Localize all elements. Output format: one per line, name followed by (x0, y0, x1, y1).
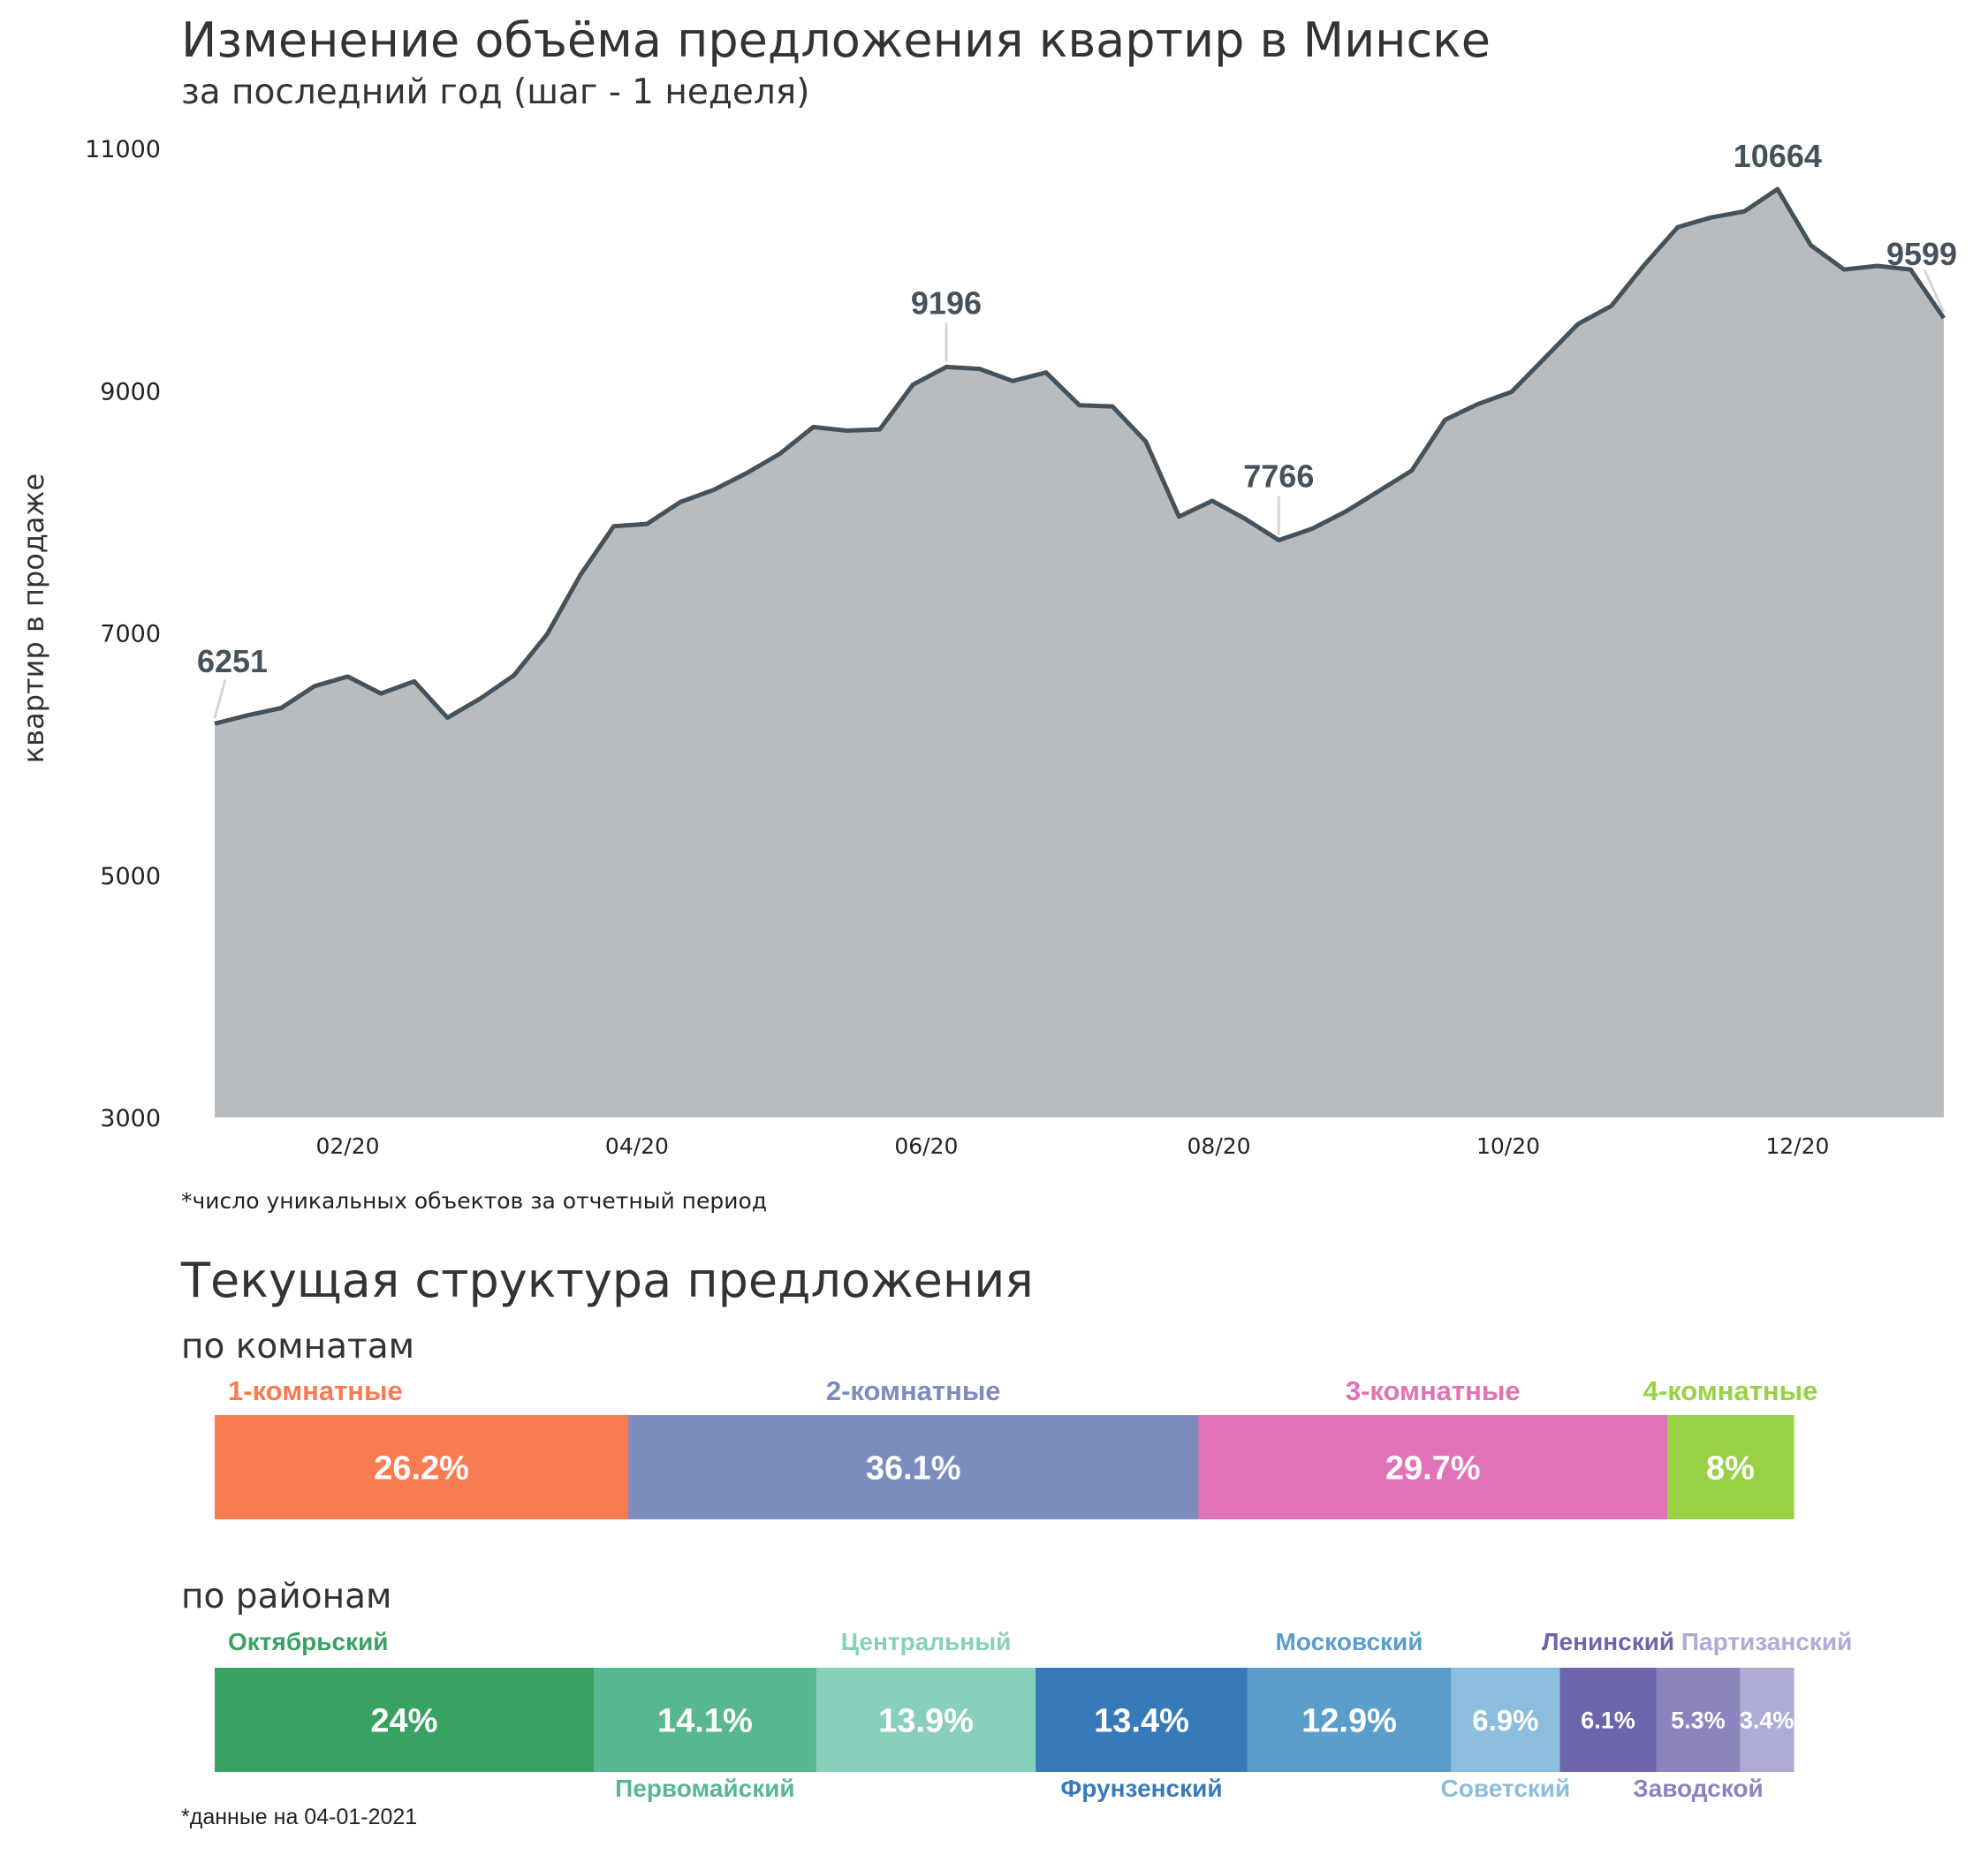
segment-name-label: Первомайский (615, 1775, 795, 1802)
segment-value-label: 24% (370, 1703, 437, 1740)
segment-value-label: 6.1% (1581, 1707, 1635, 1734)
bar-segment (1740, 1668, 1795, 1772)
x-tick-label: 08/20 (1187, 1133, 1251, 1159)
annotation-label: 6251 (197, 643, 268, 679)
y-tick-label: 7000 (100, 621, 161, 648)
bar-segment (1451, 1668, 1561, 1772)
rooms-title: по комнатам (181, 1327, 415, 1367)
y-tick-label: 11000 (85, 136, 161, 163)
y-tick-label: 3000 (100, 1105, 161, 1132)
y-tick-label: 9000 (100, 378, 161, 405)
bar-segment (593, 1668, 817, 1772)
annotation-label: 10664 (1734, 138, 1822, 174)
segment-value-label: 8% (1706, 1450, 1755, 1488)
bar-segment (628, 1415, 1199, 1519)
segment-value-label: 13.4% (1094, 1703, 1189, 1740)
bar-segment (816, 1668, 1036, 1772)
bar-segment (215, 1668, 595, 1772)
segment-name-label: Фрунзенский (1060, 1775, 1222, 1802)
x-tick-label: 02/20 (316, 1133, 380, 1159)
x-tick-label: 04/20 (605, 1133, 669, 1159)
bar-segment (1559, 1668, 1658, 1772)
chart-subtitle: за последний год (шаг - 1 неделя) (181, 72, 810, 112)
annotation-label: 9599 (1886, 236, 1957, 272)
structure-title: Текущая структура предложения (181, 1253, 1034, 1308)
segment-value-label: 36.1% (866, 1450, 961, 1488)
chart-footnote: *число уникальных объектов за отчетный п… (181, 1188, 768, 1214)
annotation-label: 7766 (1243, 458, 1314, 494)
segment-name-label: Московский (1276, 1628, 1423, 1655)
districts-title: по районам (181, 1577, 392, 1616)
segment-name-label: Партизанский (1681, 1628, 1852, 1655)
bar-segment (1667, 1415, 1795, 1519)
segment-name-label: 1-комнатные (228, 1375, 403, 1406)
bar-segment (215, 1415, 629, 1519)
segment-value-label: 29.7% (1385, 1450, 1481, 1488)
chart-title: Изменение объёма предложения квартир в М… (181, 12, 1491, 68)
x-tick-label: 06/20 (894, 1133, 958, 1159)
bar-segment (1036, 1668, 1248, 1772)
segment-name-label: 3-комнатные (1346, 1375, 1521, 1406)
segment-value-label: 5.3% (1671, 1707, 1726, 1734)
x-tick-label: 10/20 (1476, 1133, 1540, 1159)
segment-name-label: Ленинский (1542, 1628, 1674, 1655)
x-tick-label: 12/20 (1765, 1133, 1829, 1159)
segment-value-label: 12.9% (1301, 1703, 1397, 1740)
segment-name-label: 2-комнатные (826, 1375, 1001, 1406)
segment-name-label: Советский (1441, 1775, 1571, 1802)
segment-name-label: Октябрьский (228, 1628, 388, 1655)
segment-value-label: 14.1% (657, 1703, 753, 1740)
series-line (214, 186, 1946, 726)
y-tick-label: 5000 (100, 863, 161, 890)
segment-name-label: Заводской (1633, 1775, 1764, 1802)
bar-segment (1198, 1415, 1668, 1519)
bar-segment (1656, 1668, 1741, 1772)
area-fill (215, 189, 1944, 1118)
annotation-leader (1923, 269, 1946, 314)
segment-value-label: 6.9% (1472, 1704, 1538, 1737)
area-chart: 3000 5000 7000 9000 11000 02/20 04/20 06/20 08/2… (85, 136, 1957, 1159)
districts-bar: 24% Октябрьский 14.1% Первомайский 13.9% Цент… (215, 1628, 1852, 1802)
date-footnote: *данные на 04-01-2021 (181, 1805, 418, 1829)
segment-name-label: Центральный (841, 1628, 1012, 1655)
annotation-leader (213, 678, 227, 719)
segment-value-label: 3.4% (1740, 1707, 1795, 1734)
bar-segment (1247, 1668, 1452, 1772)
annotation-label: 9196 (911, 284, 982, 321)
segment-name-label: 4-комнатные (1643, 1375, 1818, 1406)
segment-value-label: 26.2% (374, 1450, 469, 1488)
rooms-bar: 26.2% 1-комнатные 36.1% 2-комнатные 29.7% 3-к… (215, 1375, 1818, 1519)
segment-value-label: 13.9% (878, 1703, 974, 1740)
